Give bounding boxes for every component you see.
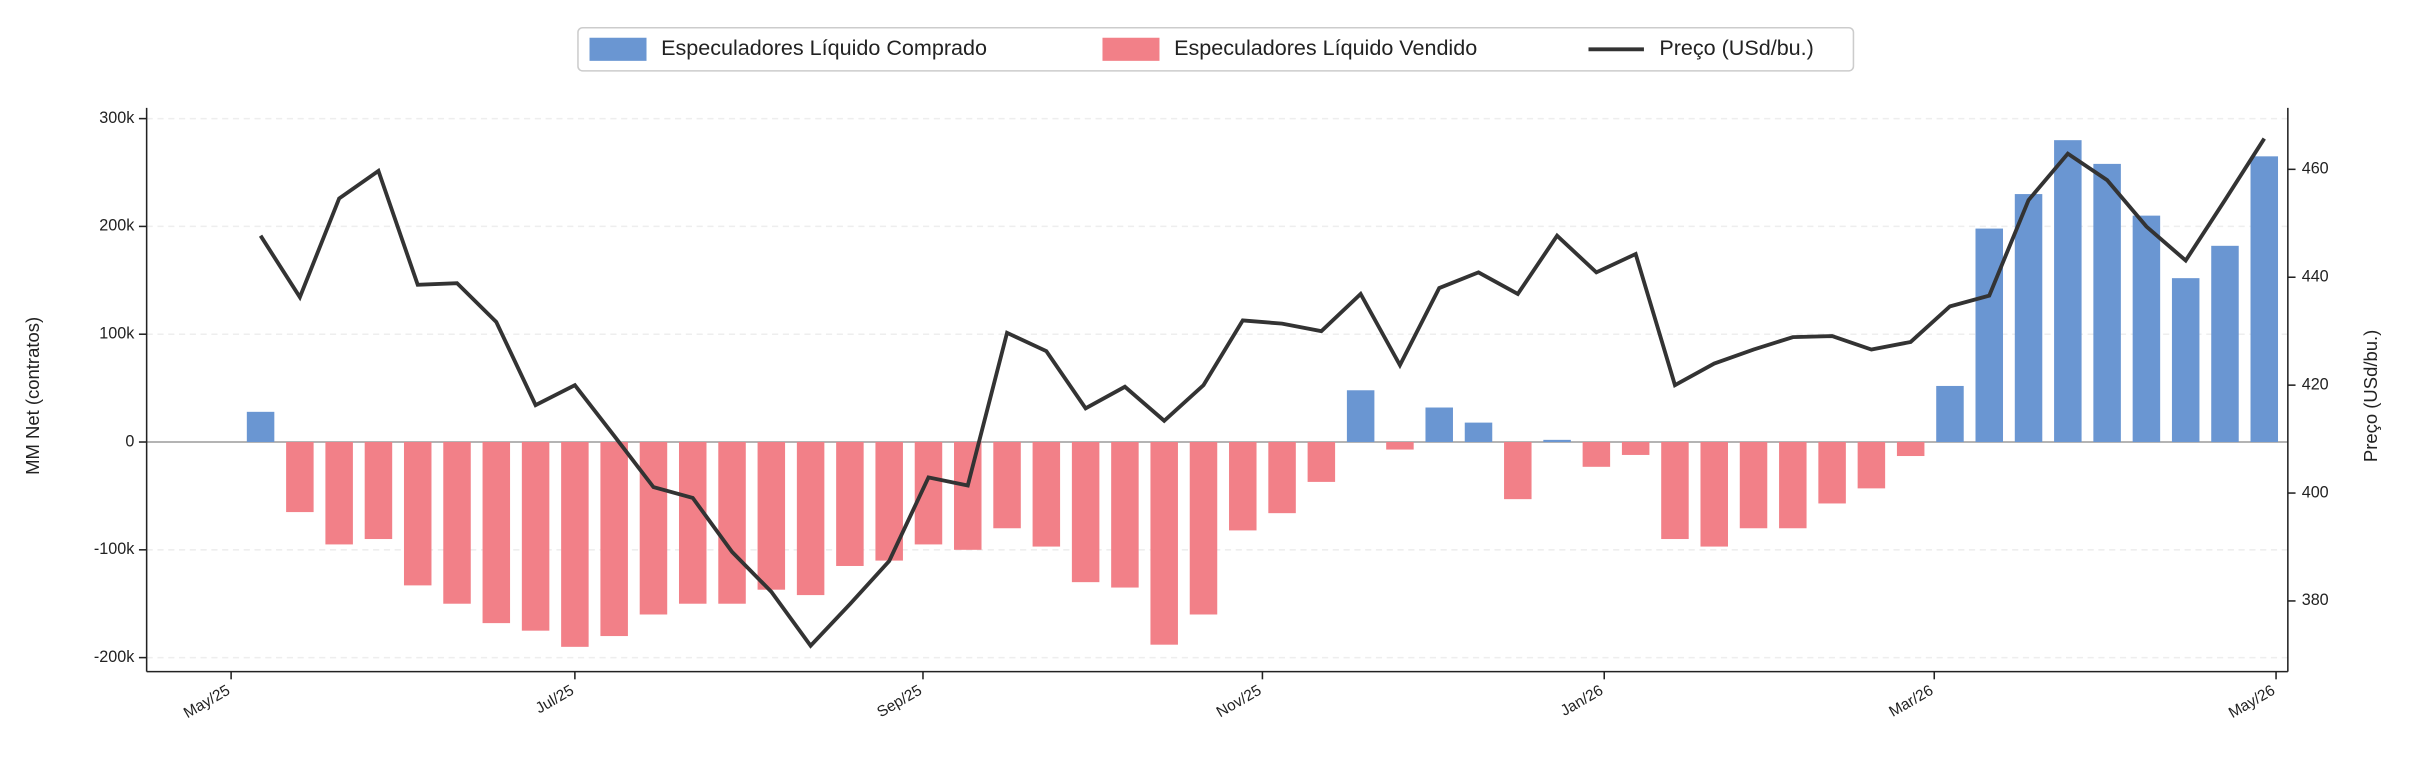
bar: [2054, 140, 2082, 443]
x-tick-label: May/25: [181, 682, 233, 722]
bar: [836, 442, 864, 566]
bar: [1621, 442, 1650, 455]
bar: [1739, 442, 1768, 529]
bar: [1425, 407, 1453, 443]
y-tick-label: 300k: [99, 109, 135, 127]
bar: [1661, 442, 1689, 540]
bar: [914, 442, 943, 545]
bar: [1504, 442, 1532, 500]
bar: [246, 411, 275, 443]
bar: [443, 442, 471, 604]
bar: [1386, 442, 1414, 450]
x-tick-label: Jul/25: [533, 682, 577, 717]
bar: [639, 442, 668, 615]
bar: [482, 442, 511, 624]
bar: [954, 442, 982, 550]
x-tick-label: Sep/25: [874, 682, 925, 721]
y2-tick-label: 460: [2302, 160, 2329, 178]
y-axis-label: MM Net (contratos): [22, 317, 43, 475]
bar: [796, 442, 825, 596]
bar: [993, 442, 1021, 529]
y-tick-label: 0: [125, 432, 134, 450]
bar: [1229, 442, 1257, 531]
legend-label: Especuladores Líquido Comprado: [661, 35, 987, 60]
bar: [521, 442, 550, 631]
bar: [1582, 442, 1611, 467]
x-tick-label: May/26: [2226, 682, 2278, 722]
bar: [1779, 442, 1807, 529]
bar: [2171, 278, 2200, 443]
bar: [286, 442, 314, 513]
bar: [1071, 442, 1100, 583]
legend-label: Preço (USd/bu.): [1659, 35, 1813, 60]
bar: [1268, 442, 1296, 514]
price-line: [258, 137, 2266, 649]
y2-tick-label: 420: [2302, 375, 2329, 393]
bar: [1150, 442, 1178, 645]
bar: [1464, 422, 1493, 443]
bar: [757, 442, 786, 590]
legend-label: Especuladores Líquido Vendido: [1174, 35, 1477, 60]
y2-tick-label: 380: [2302, 591, 2329, 609]
bar: [1936, 385, 1964, 443]
bar: [600, 442, 628, 637]
x-tick-label: Mar/26: [1886, 682, 1936, 721]
bar: [678, 442, 707, 604]
bar: [1543, 439, 1571, 443]
bar: [364, 442, 393, 540]
bar: [2250, 156, 2279, 443]
bar: [2132, 215, 2161, 443]
bar: [1896, 442, 1925, 457]
bar: [1818, 442, 1846, 504]
y-tick-label: -100k: [94, 540, 135, 558]
legend-swatch: [1102, 37, 1160, 61]
legend-swatch: [589, 37, 647, 61]
bar: [1111, 442, 1139, 588]
bar: [1032, 442, 1061, 547]
legend-box: [577, 26, 1855, 72]
y-tick-label: 100k: [99, 324, 135, 342]
bar: [2093, 163, 2121, 443]
bar: [2211, 245, 2239, 443]
bar: [2014, 194, 2043, 443]
y2-axis-label: Preço (USd/bu.): [2360, 330, 2381, 462]
bar: [1189, 442, 1218, 615]
bar: [403, 442, 432, 586]
bar: [1975, 228, 2004, 443]
y-tick-label: -200k: [94, 648, 135, 666]
bar: [718, 442, 746, 604]
bar: [1307, 442, 1336, 482]
bar: [1857, 442, 1886, 489]
bar: [1346, 390, 1375, 443]
x-tick-label: Nov/25: [1214, 682, 1265, 721]
bar: [325, 442, 353, 545]
y2-tick-label: 440: [2302, 268, 2329, 286]
bar: [561, 442, 589, 647]
y-tick-label: 200k: [99, 217, 135, 235]
x-tick-label: Jan/26: [1558, 682, 1607, 720]
y2-tick-label: 400: [2302, 483, 2329, 501]
bar: [1700, 442, 1728, 547]
